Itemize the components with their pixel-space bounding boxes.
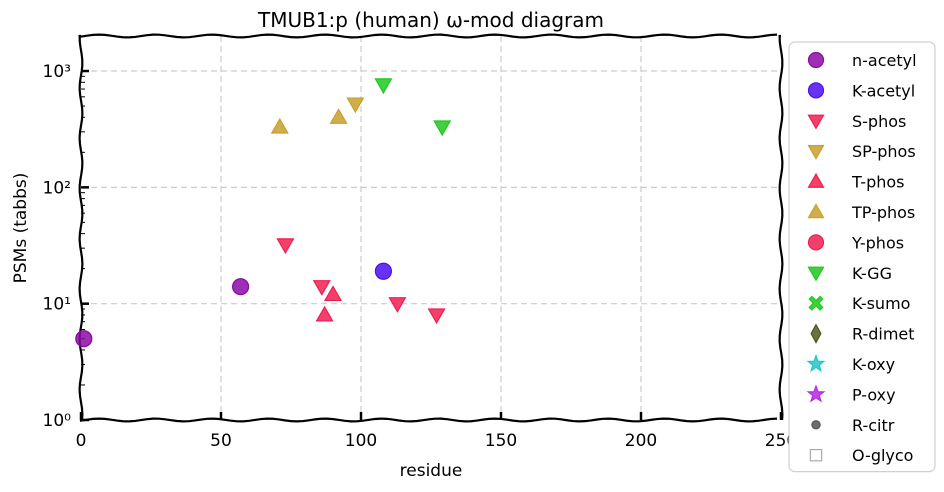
legend-label-n-acetyl: n-acetyl <box>852 51 917 70</box>
legend-marker-y-phos <box>807 234 825 251</box>
legend-marker-k-acetyl <box>807 82 825 99</box>
legend-marker-k-sumo <box>808 295 824 311</box>
legend-label-k-gg: K-GG <box>852 264 892 283</box>
x-axis-title: residue <box>400 461 463 481</box>
legend-label-r-citr: R-citr <box>852 416 895 435</box>
legend-marker-n-acetyl <box>807 51 825 69</box>
legend-label-sp-phos: SP-phos <box>852 142 916 161</box>
point-sp-phos <box>346 97 365 114</box>
legend-label-p-oxy: P-oxy <box>852 385 896 404</box>
grid-lines <box>81 36 781 420</box>
x-tick-label: 100 <box>345 431 377 451</box>
point-n-acetyl <box>232 278 250 296</box>
legend-label-k-acetyl: K-acetyl <box>852 81 915 100</box>
y-tick-label: 10² <box>43 178 71 198</box>
point-s-phos <box>388 297 407 313</box>
legend-box <box>788 41 936 473</box>
y-tick-label: 10³ <box>43 62 71 82</box>
legend-marker-k-oxy <box>806 353 826 373</box>
point-tp-phos <box>329 108 348 124</box>
point-k-gg <box>374 78 393 95</box>
legend-marker-r-citr <box>811 420 821 430</box>
legend-label-y-phos: Y-phos <box>851 233 904 252</box>
x-tick-label: 200 <box>625 431 657 451</box>
frame-right <box>778 34 784 421</box>
legend-label-k-oxy: K-oxy <box>852 355 895 374</box>
legend-marker-k-gg <box>807 266 825 282</box>
point-s-phos <box>312 280 331 296</box>
legend-label-tp-phos: TP-phos <box>851 203 915 222</box>
frame-top <box>79 33 778 39</box>
legend-marker-t-phos <box>807 172 825 188</box>
y-tick-label: 10⁰ <box>43 411 72 431</box>
legend-marker-p-oxy <box>806 384 826 403</box>
point-tp-phos <box>270 117 289 134</box>
x-tick-label: 0 <box>76 431 87 451</box>
data-points <box>75 78 452 348</box>
legend-marker-sp-phos <box>807 144 825 160</box>
legend-label-r-dimet: R-dimet <box>852 325 915 344</box>
chart-title: TMUB1:p (human) ω-mod diagram <box>257 8 604 32</box>
legend-label-o-glyco: O-glyco <box>852 446 913 465</box>
frame-left <box>78 34 84 421</box>
legend: n-acetyl K-acetyl S-phos SP-phos T-phos TP-ph… <box>788 41 936 473</box>
legend-label-s-phos: S-phos <box>852 112 906 131</box>
y-axis-title: PSMs (tabbs) <box>11 173 31 284</box>
point-k-gg <box>433 120 452 137</box>
legend-label-k-sumo: K-sumo <box>852 294 910 313</box>
point-s-phos <box>276 238 295 255</box>
frame-bottom <box>79 417 778 423</box>
legend-marker-tp-phos <box>807 203 825 219</box>
y-tick-label: 10¹ <box>43 295 71 315</box>
point-n-acetyl <box>75 330 93 348</box>
point-s-phos <box>427 308 446 325</box>
point-t-phos <box>323 285 343 302</box>
x-tick-label: 50 <box>210 431 232 451</box>
point-t-phos <box>315 305 334 322</box>
point-k-acetyl <box>374 262 392 280</box>
legend-marker-o-glyco <box>809 448 823 462</box>
legend-marker-r-dimet <box>810 323 822 344</box>
legend-label-t-phos: T-phos <box>851 173 905 192</box>
plot-frame <box>78 33 784 423</box>
x-tick-label: 150 <box>485 431 517 451</box>
legend-marker-s-phos <box>807 114 825 130</box>
